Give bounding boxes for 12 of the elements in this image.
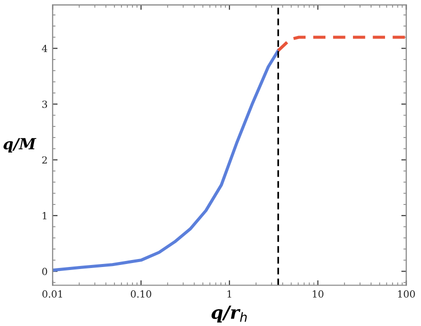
x-axis-title: q/r$_{h}$ <box>212 306 247 322</box>
x-tick-label: 0.01 <box>42 290 62 298</box>
y-tick-label: 0 <box>42 268 48 276</box>
y-tick-label: 1 <box>42 212 46 220</box>
x-tick-label: 0.10 <box>130 290 152 298</box>
x-tick-label: 1 <box>228 290 232 298</box>
y-axis-title: q/M <box>3 138 36 152</box>
y-tick-label: 4 <box>42 44 48 52</box>
x-tick-label: 10 <box>312 290 324 298</box>
x-tick-label: 100 <box>398 290 415 298</box>
y-tick-label: 2 <box>42 156 47 164</box>
y-tick-label: 3 <box>42 100 48 108</box>
